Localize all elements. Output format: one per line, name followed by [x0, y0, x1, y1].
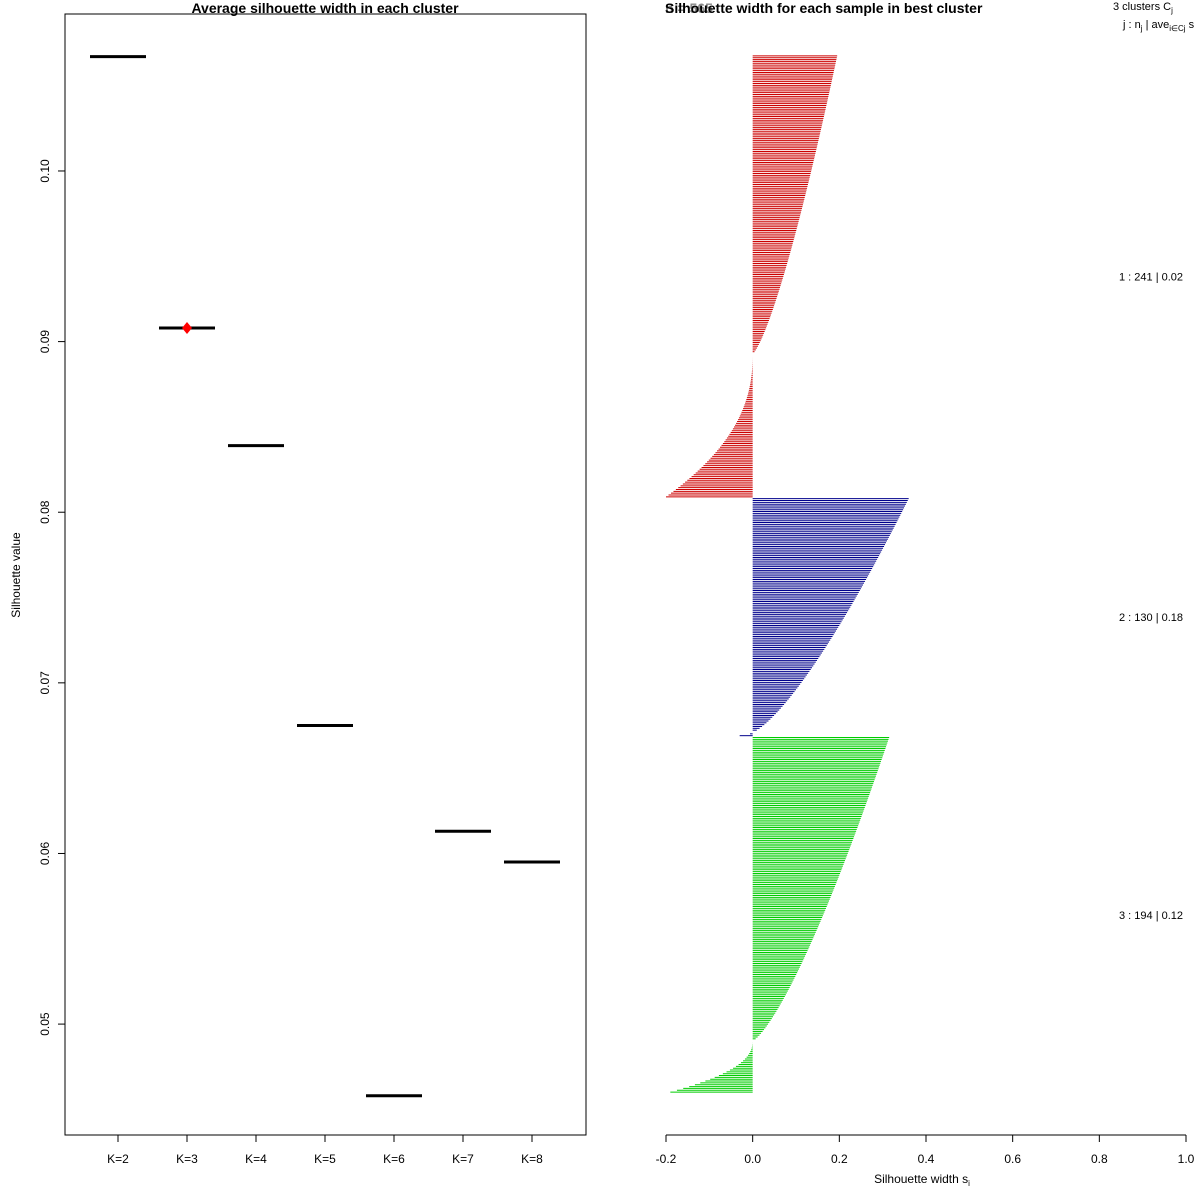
right-x-axis: -0.2 0.0 0.2 0.4 0.6 0.8 1.0: [656, 1134, 1195, 1166]
left-y-tick-label: 0.06: [38, 841, 52, 865]
legend-header-line2-sub2: i∈Cj: [1169, 24, 1186, 33]
left-x-tick-label: K=2: [107, 1152, 129, 1166]
legend-header-line2-sub1: j: [1140, 24, 1143, 33]
right-x-axis-label: Silhouette width si: [874, 1172, 970, 1188]
left-panel: Average silhouette width in each cluster…: [9, 0, 587, 1166]
legend-header-line2-text: j : n: [1122, 19, 1141, 31]
legend-header-line1-text: 3 clusters C: [1113, 1, 1171, 13]
left-x-axis: K=2 K=3 K=4 K=5 K=6 K=7 K=8: [107, 1135, 543, 1166]
best-k-diamond-marker: [182, 321, 192, 334]
left-y-tick-label: 0.08: [38, 500, 52, 524]
left-y-axis: 0.05 0.06 0.07 0.08 0.09 0.10: [38, 159, 65, 1036]
right-x-axis-label-sub: i: [968, 1179, 970, 1188]
legend-cluster-2-label: 2 : 130 | 0.18: [1119, 612, 1183, 624]
legend-header-line2-tail: s: [1186, 19, 1195, 31]
left-chart-title: Average silhouette width in each cluster: [191, 0, 459, 16]
right-x-tick-label: 0.6: [1004, 1152, 1021, 1166]
right-chart-title-overlay: n = 565: [665, 0, 713, 16]
left-y-tick-label: 0.09: [38, 330, 52, 354]
left-x-tick-label: K=6: [383, 1152, 405, 1166]
left-x-tick-label: K=4: [245, 1152, 267, 1166]
right-x-tick-label: -0.2: [656, 1152, 677, 1166]
silhouette-cluster-2: [739, 498, 909, 737]
right-bars: [666, 55, 909, 1093]
silhouette-cluster-1: [666, 55, 838, 498]
right-x-tick-label: 1.0: [1178, 1152, 1195, 1166]
right-x-tick-label: 0.8: [1091, 1152, 1108, 1166]
legend-header-line2-mid: | ave: [1143, 19, 1170, 31]
left-y-axis-label: Silhouette value: [9, 532, 23, 618]
right-x-tick-label: 0.2: [831, 1152, 848, 1166]
legend-cluster-1-label: 1 : 241 | 0.02: [1119, 271, 1183, 283]
left-x-tick-label: K=8: [521, 1152, 543, 1166]
left-x-tick-label: K=7: [452, 1152, 474, 1166]
right-chart-title: Silhouette width for each sample in best…: [665, 0, 983, 16]
left-y-tick-label: 0.10: [38, 159, 52, 183]
right-x-tick-label: 0.0: [744, 1152, 761, 1166]
silhouette-cluster-3: [670, 737, 890, 1093]
left-plot-frame: [64, 13, 587, 1136]
legend-cluster-3-label: 3 : 194 | 0.12: [1119, 910, 1183, 922]
right-x-axis-label-text: Silhouette width s: [874, 1172, 968, 1186]
legend-header-line1-sub: j: [1170, 6, 1173, 15]
legend-header-line1: 3 clusters Cj: [1113, 1, 1173, 15]
right-x-tick-label: 0.4: [918, 1152, 935, 1166]
right-panel: n = 565 Silhouette width for each sample…: [656, 0, 1195, 1188]
left-y-tick-label: 0.05: [38, 1012, 52, 1036]
left-x-tick-label: K=5: [314, 1152, 336, 1166]
left-y-tick-label: 0.07: [38, 671, 52, 695]
left-x-tick-label: K=3: [176, 1152, 198, 1166]
legend-header-line2: j : nj | avei∈Cj s: [1122, 19, 1195, 33]
left-marks: [90, 55, 560, 1098]
right-legend: 1 : 241 | 0.02 2 : 130 | 0.18 3 : 194 | 0.…: [1119, 271, 1183, 921]
